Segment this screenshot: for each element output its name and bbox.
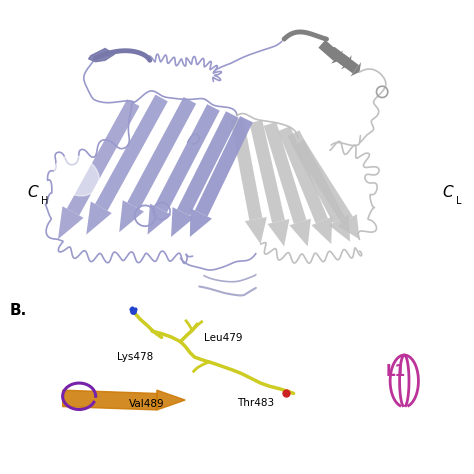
Polygon shape xyxy=(267,219,290,246)
Polygon shape xyxy=(278,126,328,223)
Polygon shape xyxy=(171,207,194,237)
Polygon shape xyxy=(95,95,168,211)
Text: C: C xyxy=(442,185,453,200)
Text: Lys478: Lys478 xyxy=(117,352,153,362)
Polygon shape xyxy=(249,120,285,223)
Polygon shape xyxy=(155,104,220,212)
Text: B.: B. xyxy=(10,302,27,318)
Text: C: C xyxy=(27,185,38,200)
Polygon shape xyxy=(328,47,349,66)
Polygon shape xyxy=(288,130,345,223)
Text: L: L xyxy=(456,196,462,206)
Polygon shape xyxy=(195,116,253,217)
Polygon shape xyxy=(290,219,311,246)
Polygon shape xyxy=(63,390,157,410)
Text: Val489: Val489 xyxy=(128,399,164,409)
Polygon shape xyxy=(190,208,212,237)
Polygon shape xyxy=(331,50,343,64)
Ellipse shape xyxy=(55,155,99,196)
Polygon shape xyxy=(147,204,171,235)
Polygon shape xyxy=(119,200,144,232)
Polygon shape xyxy=(157,390,185,410)
Polygon shape xyxy=(58,206,83,239)
Polygon shape xyxy=(67,99,139,216)
Polygon shape xyxy=(329,215,350,242)
Polygon shape xyxy=(350,62,361,76)
Polygon shape xyxy=(86,201,112,235)
Polygon shape xyxy=(245,217,267,244)
Polygon shape xyxy=(264,122,307,224)
Text: L1: L1 xyxy=(385,364,406,379)
Text: H: H xyxy=(41,196,49,206)
Polygon shape xyxy=(127,97,196,209)
Polygon shape xyxy=(311,217,332,244)
Polygon shape xyxy=(319,40,340,61)
Polygon shape xyxy=(292,139,353,224)
Polygon shape xyxy=(177,111,238,216)
Text: Thr483: Thr483 xyxy=(237,398,274,408)
Polygon shape xyxy=(230,118,262,220)
Polygon shape xyxy=(337,54,359,73)
Polygon shape xyxy=(89,48,115,62)
Polygon shape xyxy=(338,214,359,239)
Polygon shape xyxy=(341,55,352,69)
Text: Leu479: Leu479 xyxy=(204,333,243,343)
